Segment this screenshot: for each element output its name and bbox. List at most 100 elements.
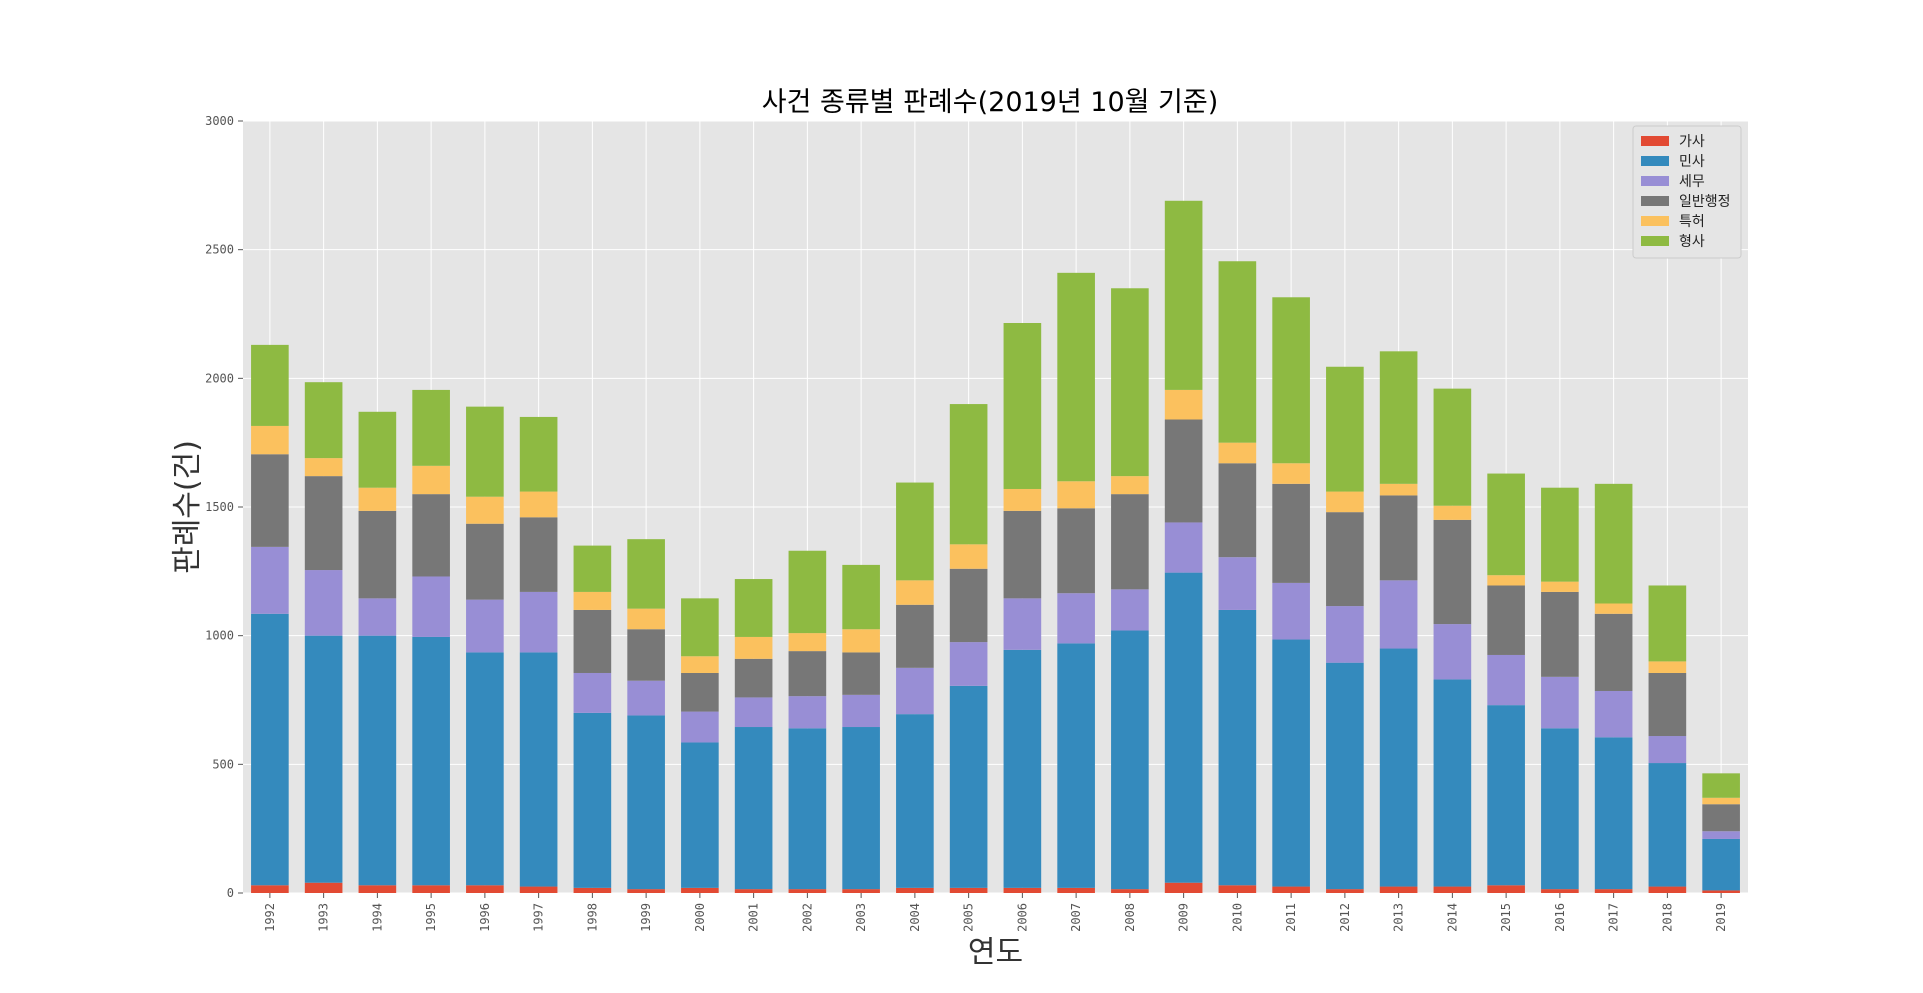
x-tick-label: 2004 [908, 903, 922, 932]
bar-segment-일반행정-1994 [358, 510, 397, 599]
bar-segment-가사-2019 [1702, 890, 1740, 893]
bar-segment-특허-1997 [519, 491, 558, 518]
bar-segment-가사-2014 [1433, 886, 1472, 893]
bar-segment-가사-2018 [1648, 886, 1687, 893]
bars-group [251, 200, 1740, 893]
y-tick-label: 1500 [205, 500, 234, 514]
x-tick-label: 2010 [1230, 903, 1244, 932]
bar-segment-가사-2003 [842, 889, 880, 893]
bar-segment-세무-1999 [627, 680, 665, 716]
legend-label-세무: 세무 [1679, 174, 1705, 190]
bar-segment-일반행정-2003 [842, 652, 880, 695]
bar-segment-세무-2000 [681, 711, 719, 743]
bar-segment-민사-2010 [1218, 609, 1257, 886]
bar-segment-형사-1999 [627, 539, 665, 609]
bar-segment-특허-2005 [949, 544, 988, 569]
x-tick-label: 2003 [854, 903, 868, 932]
bar-segment-형사-1993 [304, 382, 343, 459]
bar-segment-일반행정-2004 [896, 604, 934, 668]
bar-segment-일반행정-2009 [1164, 419, 1203, 523]
bar-segment-민사-1998 [573, 712, 612, 888]
bar-segment-세무-2014 [1433, 624, 1472, 680]
bar-segment-세무-1998 [573, 672, 612, 713]
x-tick-label: 2001 [747, 903, 761, 932]
bar-segment-특허-2010 [1218, 442, 1257, 464]
bar-segment-가사-2000 [681, 887, 719, 893]
bar-segment-가사-1995 [412, 885, 450, 893]
legend-label-가사: 가사 [1679, 134, 1705, 150]
x-tick-label: 2014 [1445, 903, 1459, 932]
bar-segment-세무-2005 [949, 642, 988, 686]
bar-segment-일반행정-1997 [519, 517, 558, 592]
bar-segment-일반행정-2018 [1648, 672, 1687, 737]
bar-segment-민사-2001 [734, 727, 773, 890]
bar-segment-일반행정-2001 [734, 658, 773, 698]
bar-segment-일반행정-2013 [1379, 495, 1418, 581]
bar-segment-가사-2012 [1326, 889, 1364, 893]
bar-segment-형사-2015 [1487, 473, 1525, 576]
x-tick-label: 2005 [962, 903, 976, 932]
bar-segment-일반행정-2008 [1111, 494, 1149, 590]
bar-segment-특허-1996 [466, 496, 504, 524]
bar-segment-민사-1992 [251, 613, 289, 886]
bar-segment-특허-1999 [627, 608, 665, 630]
bar-segment-특허-2017 [1594, 603, 1633, 614]
x-tick-label: 2019 [1714, 903, 1728, 932]
legend-label-일반행정: 일반행정 [1679, 194, 1731, 210]
bar-segment-일반행정-2005 [949, 568, 988, 643]
bar-segment-특허-2009 [1164, 389, 1203, 420]
bar-segment-일반행정-2000 [681, 672, 719, 712]
bar-segment-가사-2016 [1541, 889, 1579, 893]
bar-segment-특허-2004 [896, 580, 934, 605]
bar-segment-민사-2018 [1648, 763, 1687, 887]
bar-segment-일반행정-2015 [1487, 585, 1525, 655]
bar-segment-일반행정-1992 [251, 454, 289, 547]
bar-segment-가사-2013 [1379, 886, 1418, 893]
bar-segment-세무-1993 [304, 570, 343, 636]
bar-segment-세무-2018 [1648, 736, 1687, 764]
y-axis-label: 판례수(건) [170, 440, 205, 574]
bar-segment-특허-2016 [1541, 581, 1579, 592]
legend-swatch-형사 [1641, 236, 1669, 246]
bar-segment-형사-2014 [1433, 388, 1472, 506]
bar-segment-특허-1993 [304, 458, 343, 477]
bar-segment-형사-2009 [1164, 200, 1203, 390]
bar-segment-일반행정-1993 [304, 476, 343, 571]
legend-swatch-가사 [1641, 136, 1669, 146]
y-tick-label: 3000 [205, 114, 234, 128]
chart-title: 사건 종류별 판례수(2019년 10월 기준) [762, 87, 1219, 118]
bar-segment-특허-2012 [1326, 491, 1364, 513]
bar-segment-일반행정-1999 [627, 629, 665, 681]
bar-segment-민사-1996 [466, 652, 504, 886]
x-tick-label: 2017 [1607, 903, 1621, 932]
bar-segment-세무-2019 [1702, 831, 1740, 839]
bar-segment-민사-2008 [1111, 630, 1149, 890]
bar-segment-형사-2019 [1702, 773, 1740, 798]
x-tick-label: 2002 [800, 903, 814, 932]
y-tick-label: 2000 [205, 371, 234, 385]
bar-segment-특허-2008 [1111, 476, 1149, 495]
x-tick-label: 1997 [532, 903, 546, 932]
bar-segment-가사-1993 [304, 882, 343, 893]
bar-segment-형사-2004 [896, 482, 934, 581]
bar-segment-민사-2004 [896, 714, 934, 888]
x-axis-ticks: 1992 1993 1994 1995 1996 1997 1998 1999 2000 2001… [263, 893, 1728, 932]
bar-segment-민사-2013 [1379, 648, 1418, 887]
x-tick-label: 1998 [585, 903, 599, 932]
bar-segment-세무-2006 [1003, 598, 1042, 650]
bar-segment-세무-2012 [1326, 606, 1364, 663]
bar-segment-특허-2011 [1272, 463, 1310, 484]
bar-segment-민사-2019 [1702, 838, 1740, 891]
bar-segment-특허-1992 [251, 425, 289, 455]
bar-segment-민사-2009 [1164, 572, 1203, 883]
legend-swatch-특허 [1641, 216, 1669, 226]
bar-segment-특허-2013 [1379, 483, 1418, 496]
bar-segment-형사-2013 [1379, 351, 1418, 484]
bar-segment-일반행정-1996 [466, 523, 504, 600]
bar-segment-특허-2014 [1433, 505, 1472, 520]
bar-segment-세무-1996 [466, 599, 504, 653]
bar-segment-민사-1997 [519, 652, 558, 887]
bar-segment-민사-2011 [1272, 639, 1310, 887]
